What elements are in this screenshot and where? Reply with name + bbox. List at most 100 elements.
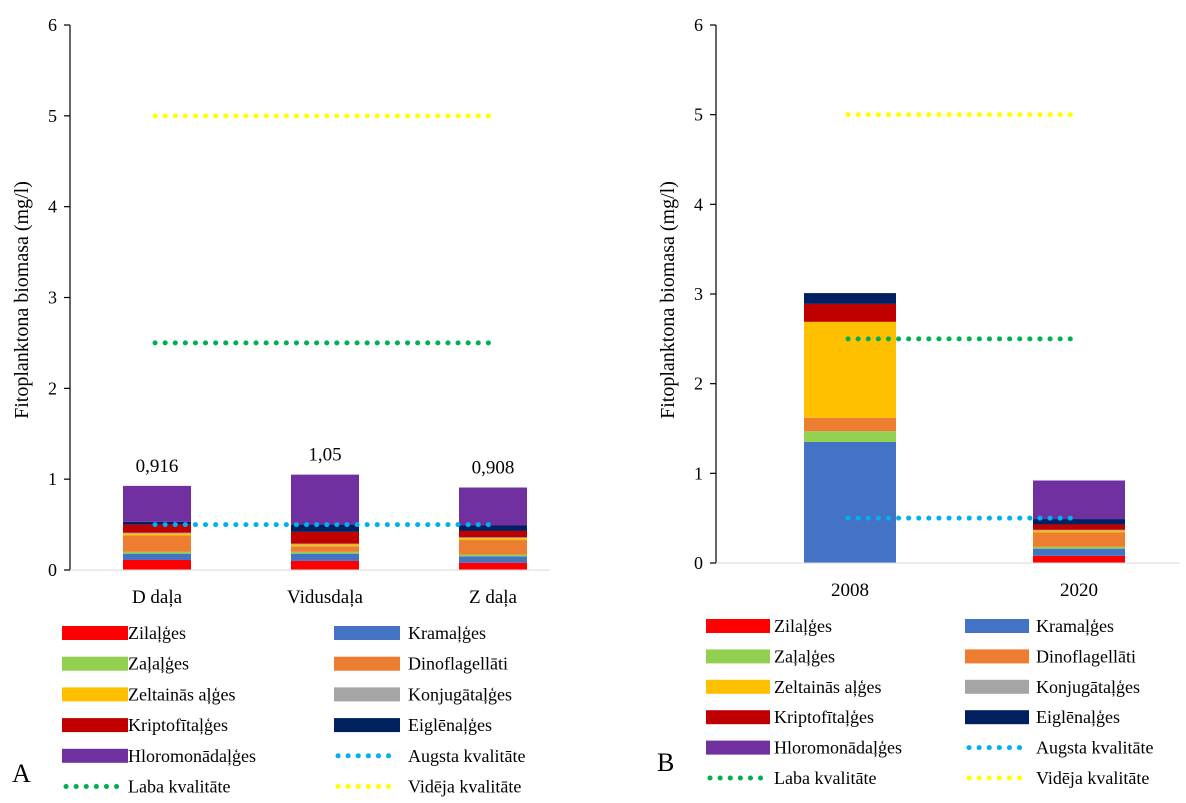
b-bar-2020-kriptofitalges (1033, 524, 1125, 530)
b-legend-swatch-kriptofitalges (706, 710, 770, 725)
b-bar-2008-zalalges (804, 431, 896, 442)
b-bar-2020-dinoflagellati (1033, 532, 1125, 547)
a-bar-d-dala-zilalges (123, 560, 191, 570)
a-bar-vidusdala-zeltainas-alges (291, 544, 359, 547)
a-legend-label-zalalges: Zaļaļģes (128, 654, 189, 674)
a-y-tick-label-1: 1 (48, 469, 57, 489)
a-data-label-d-dala: 0,916 (136, 456, 179, 477)
a-y-tick-label-4: 4 (48, 197, 57, 217)
a-bar-vidusdala-zalalges (291, 551, 359, 554)
b-y-tick-label-5: 5 (694, 105, 703, 125)
b-bar-2020-zeltainas-alges (1033, 530, 1125, 533)
b-y-axis-title: Fitoplanktona biomasa (mg/l) (657, 181, 679, 419)
b-legend-label-zalalges: Zaļaļģes (774, 646, 835, 666)
b-y-tick-label-0: 0 (694, 553, 703, 573)
a-legend-swatch-zilalges (62, 626, 128, 640)
a-legend-swatch-zeltainas-alges (62, 687, 128, 702)
b-legend-swatch-eiglenalges (965, 710, 1029, 725)
a-x-tick-label-d-dala: D daļa (132, 587, 183, 608)
a-bar-vidusdala-zilalges (291, 560, 359, 570)
b-bar-2020-zalalges (1033, 546, 1125, 549)
a-legend-label-laba-kvalitate: Laba kvalitāte (128, 777, 230, 797)
a-x-tick-label-z-dala: Z daļa (469, 587, 518, 608)
b-bar-2020-hloromonadalges (1033, 480, 1125, 520)
a-y-tick-label-6: 6 (48, 15, 57, 35)
b-y-tick-label-3: 3 (694, 284, 703, 304)
b-legend-label-zilalges: Zilaļģes (774, 616, 832, 636)
b-panel-label: B (657, 748, 674, 777)
a-bar-z-dala-dinoflagellati (459, 540, 527, 555)
a-legend-swatch-kramalges (334, 626, 400, 640)
b-y-tick-label-2: 2 (694, 374, 703, 394)
b-legend-label-videja-kvalitate: Vidēja kvalitāte (1036, 768, 1149, 788)
a-panel-label: A (12, 759, 31, 788)
a-bar-z-dala-zalalges (459, 554, 527, 557)
b-legend-swatch-zeltainas-alges (706, 679, 770, 694)
a-bar-z-dala-hloromonadalges (459, 487, 527, 526)
b-legend-swatch-zilalges (706, 619, 770, 633)
a-bar-z-dala-kriptofitalges (459, 530, 527, 538)
b-bar-2008-dinoflagellati (804, 417, 896, 432)
b-legend-label-laba-kvalitate: Laba kvalitāte (774, 768, 876, 788)
b-legend-label-kriptofitalges: Kriptofītaļģes (774, 707, 874, 727)
a-bar-d-dala-kriptofitalges (123, 524, 191, 533)
a-legend-label-hloromonadalges: Hloromonādaļģes (128, 746, 256, 766)
a-legend-label-dinoflagellati: Dinoflagellāti (408, 654, 508, 674)
a-legend-label-augsta-kvalitate: Augsta kvalitāte (408, 746, 525, 766)
b-legend-swatch-hloromonadalges (706, 740, 770, 755)
a-bar-d-dala-kramalges (123, 553, 191, 561)
a-y-tick-label-0: 0 (48, 560, 57, 580)
a-legend-swatch-zalalges (62, 656, 128, 671)
a-bar-vidusdala-dinoflagellati (291, 546, 359, 552)
a-legend-label-konjugatalges: Konjugātaļģes (408, 684, 512, 704)
b-bar-2008-zeltainas-alges (804, 321, 896, 418)
b-bar-2020-eiglenalges (1033, 519, 1125, 525)
a-bar-d-dala-hloromonadalges (123, 485, 191, 522)
a-legend-label-videja-kvalitate: Vidēja kvalitāte (408, 777, 521, 797)
b-legend-label-zeltainas-alges: Zeltainās aļģes (774, 677, 881, 697)
a-bar-vidusdala-konjugatalges (291, 543, 359, 545)
b-bar-2008-kramalges (804, 441, 896, 563)
b-bar-2020-kramalges (1033, 548, 1125, 556)
a-legend-swatch-eiglenalges (334, 718, 400, 733)
a-bar-vidusdala-hloromonadalges (291, 474, 359, 525)
b-bar-2008-eiglenalges (804, 293, 896, 304)
a-bar-z-dala-zilalges (459, 562, 527, 570)
a-legend-swatch-dinoflagellati (334, 656, 400, 671)
b-legend-label-kramalges: Kramaļģes (1036, 616, 1114, 636)
a-y-tick-label-5: 5 (48, 106, 57, 126)
a-x-tick-label-vidusdala: Vidusdaļa (287, 587, 363, 608)
b-legend-label-augsta-kvalitate: Augsta kvalitāte (1036, 738, 1153, 758)
b-legend-label-dinoflagellati: Dinoflagellāti (1036, 646, 1136, 666)
b-legend-swatch-konjugatalges (965, 679, 1029, 694)
b-legend-label-konjugatalges: Konjugātaļģes (1036, 677, 1140, 697)
a-legend-label-zilalges: Zilaļģes (128, 623, 186, 643)
a-bar-d-dala-zalalges (123, 551, 191, 554)
a-legend-label-kramalges: Kramaļģes (408, 623, 486, 643)
b-y-tick-label-1: 1 (694, 463, 703, 483)
b-bar-2008-kriptofitalges (804, 303, 896, 322)
b-legend-label-eiglenalges: Eiglēnaļģes (1036, 707, 1120, 727)
a-data-label-z-dala: 0,908 (472, 458, 515, 479)
b-bar-2020-konjugatalges (1033, 529, 1125, 531)
b-x-tick-label-2008: 2008 (831, 580, 869, 601)
a-y-tick-label-2: 2 (48, 378, 57, 398)
a-bar-vidusdala-kramalges (291, 553, 359, 561)
a-legend-swatch-konjugatalges (334, 687, 400, 702)
a-legend-swatch-kriptofitalges (62, 718, 128, 733)
a-legend-label-kriptofitalges: Kriptofītaļģes (128, 715, 228, 735)
a-y-axis-title: Fitoplanktona biomasa (mg/l) (11, 181, 33, 419)
a-y-tick-label-3: 3 (48, 288, 57, 308)
b-legend-swatch-dinoflagellati (965, 649, 1029, 664)
a-bar-z-dala-zeltainas-alges (459, 538, 527, 541)
a-bar-z-dala-eiglenalges (459, 525, 527, 531)
b-x-tick-label-2020: 2020 (1060, 580, 1098, 601)
b-y-tick-label-6: 6 (694, 15, 703, 35)
a-legend-label-zeltainas-alges: Zeltainās aļģes (128, 684, 235, 704)
a-data-label-vidusdala: 1,05 (308, 445, 341, 466)
a-bar-vidusdala-eiglenalges (291, 524, 359, 532)
a-bar-z-dala-kramalges (459, 556, 527, 563)
b-legend-swatch-zalalges (706, 649, 770, 664)
